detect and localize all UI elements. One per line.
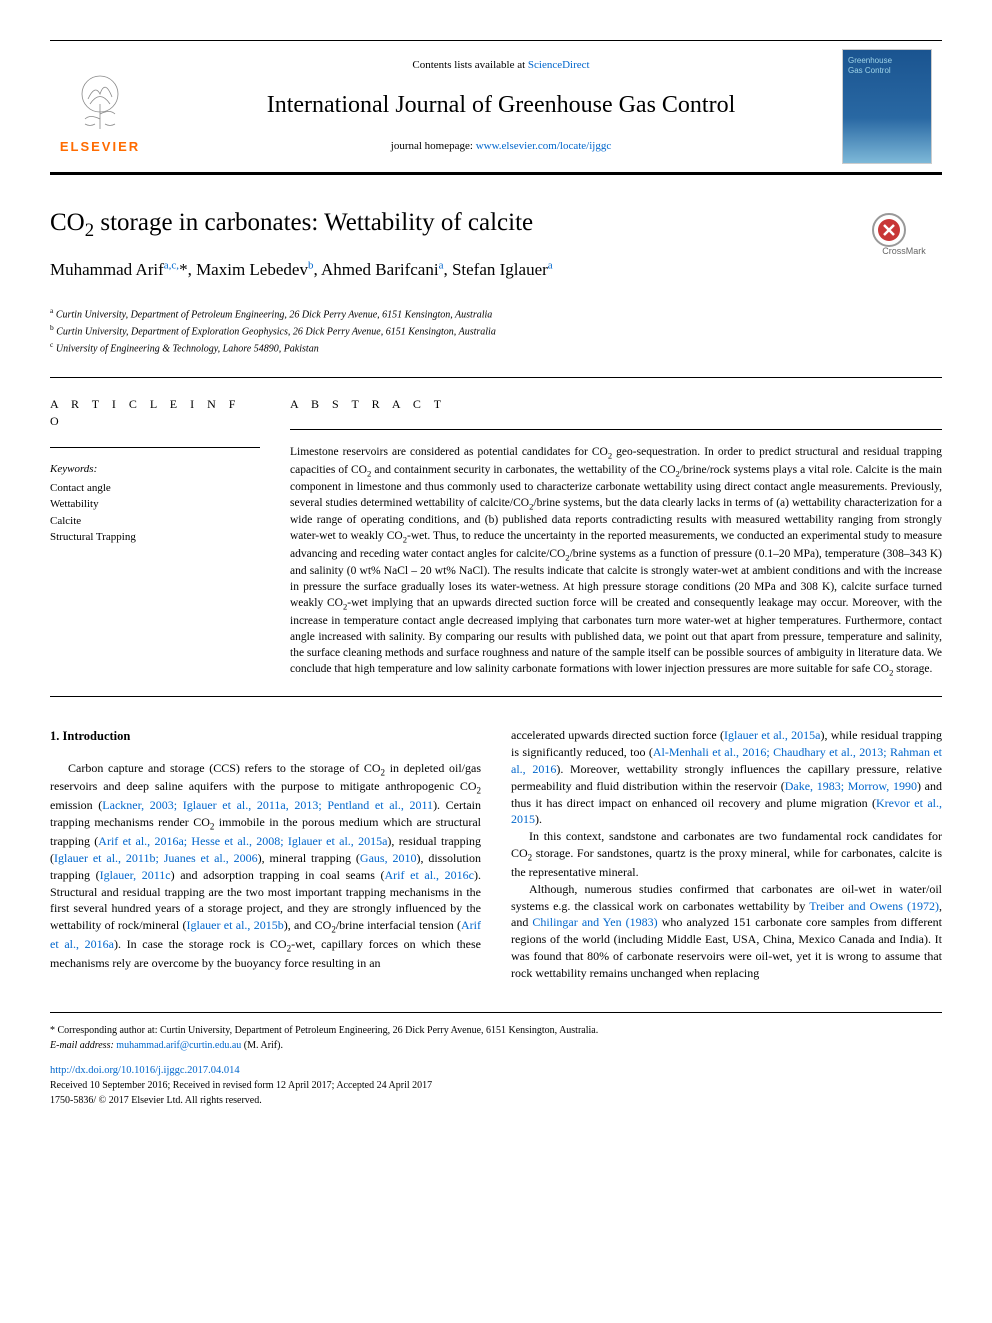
- body-text-left: Carbon capture and storage (CCS) refers …: [50, 760, 481, 973]
- cover-title: GreenhouseGas Control: [843, 50, 931, 81]
- abstract-heading: A B S T R A C T: [290, 396, 942, 413]
- email-label: E-mail address:: [50, 1040, 116, 1051]
- crossmark-label: CrossMark: [882, 246, 926, 256]
- body-col-right: accelerated upwards directed suction for…: [511, 727, 942, 981]
- journal-homepage-line: journal homepage: www.elsevier.com/locat…: [160, 139, 842, 155]
- sciencedirect-link[interactable]: ScienceDirect: [528, 59, 590, 71]
- journal-cover-area: GreenhouseGas Control: [842, 41, 942, 172]
- doi-link[interactable]: http://dx.doi.org/10.1016/j.ijggc.2017.0…: [50, 1065, 240, 1076]
- header-center: Contents lists available at ScienceDirec…: [160, 46, 842, 167]
- body-columns: 1. Introduction Carbon capture and stora…: [50, 727, 942, 981]
- intro-heading: 1. Introduction: [50, 727, 481, 745]
- abstract-text: Limestone reservoirs are considered as p…: [290, 444, 942, 678]
- journal-header: ELSEVIER Contents lists available at Sci…: [50, 40, 942, 175]
- article-header-row: CO2 storage in carbonates: Wettability o…: [50, 205, 942, 293]
- keyword-item: Structural Trapping: [50, 529, 260, 546]
- homepage-prefix: journal homepage:: [391, 140, 476, 152]
- keyword-item: Calcite: [50, 513, 260, 530]
- elsevier-tree-icon: [70, 69, 130, 134]
- elsevier-wordmark: ELSEVIER: [60, 138, 140, 157]
- keyword-item: Contact angle: [50, 480, 260, 497]
- body-col-left: 1. Introduction Carbon capture and stora…: [50, 727, 481, 981]
- affiliation-line: a Curtin University, Department of Petro…: [50, 305, 942, 322]
- article-footer: * Corresponding author at: Curtin Univer…: [50, 1012, 942, 1109]
- article-info-column: A R T I C L E I N F O Keywords: Contact …: [50, 396, 260, 679]
- affiliation-line: b Curtin University, Department of Explo…: [50, 322, 942, 339]
- article-info-heading: A R T I C L E I N F O: [50, 396, 260, 431]
- authors-line: Muhammad Arifa,c,*, Maxim Lebedevb, Ahme…: [50, 258, 867, 283]
- copyright-line: 1750-5836/ © 2017 Elsevier Ltd. All righ…: [50, 1093, 942, 1108]
- email-line: E-mail address: muhammad.arif@curtin.edu…: [50, 1038, 942, 1053]
- abstract-column: A B S T R A C T Limestone reservoirs are…: [290, 396, 942, 679]
- contents-prefix: Contents lists available at: [412, 59, 527, 71]
- article-title: CO2 storage in carbonates: Wettability o…: [50, 205, 867, 244]
- body-text-right: accelerated upwards directed suction for…: [511, 727, 942, 981]
- journal-homepage-link[interactable]: www.elsevier.com/locate/ijggc: [476, 140, 612, 152]
- corresponding-author: * Corresponding author at: Curtin Univer…: [50, 1023, 942, 1038]
- corresponding-email-link[interactable]: muhammad.arif@curtin.edu.au: [116, 1040, 241, 1051]
- journal-cover-thumbnail[interactable]: GreenhouseGas Control: [842, 49, 932, 164]
- keywords-list: Contact angleWettabilityCalciteStructura…: [50, 480, 260, 546]
- keyword-item: Wettability: [50, 496, 260, 513]
- affiliations: a Curtin University, Department of Petro…: [50, 305, 942, 357]
- journal-title: International Journal of Greenhouse Gas …: [160, 88, 842, 123]
- contents-line: Contents lists available at ScienceDirec…: [160, 58, 842, 74]
- keywords-label: Keywords:: [50, 462, 260, 478]
- crossmark-badge[interactable]: CrossMark: [867, 210, 942, 260]
- elsevier-logo[interactable]: ELSEVIER: [50, 57, 150, 157]
- affiliation-line: c University of Engineering & Technology…: [50, 339, 942, 356]
- info-abstract-block: A R T I C L E I N F O Keywords: Contact …: [50, 377, 942, 698]
- received-line: Received 10 September 2016; Received in …: [50, 1078, 942, 1093]
- publisher-logo-area: ELSEVIER: [50, 47, 160, 167]
- email-suffix: (M. Arif).: [241, 1040, 283, 1051]
